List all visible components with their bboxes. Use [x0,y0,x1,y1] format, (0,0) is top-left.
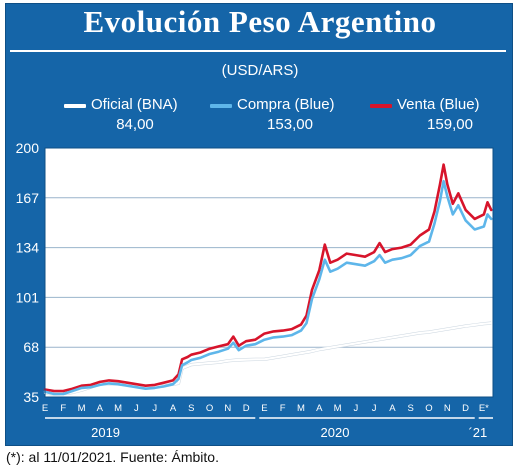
legend-swatch-compra [210,104,232,108]
y-tick-label-4: 167 [16,190,40,206]
y-tick-label-2: 101 [16,289,40,305]
series-line-1 [43,179,493,396]
plot-border [44,147,494,398]
legend-swatch-oficial [64,104,86,108]
x-month-label-21: O [425,403,432,414]
legend-value-compra: 153,00 [267,116,313,133]
year-label-2: ´21 [468,425,487,440]
x-month-label-23: D [462,403,469,414]
y-tick-label-0: 35 [23,389,39,405]
year-label-0: 2019 [91,425,120,440]
legend-value-oficial: 84,00 [116,116,154,133]
x-month-label-4: M [114,403,122,414]
x-month-label-24: E* [479,403,489,414]
x-month-label-8: S [188,403,194,414]
legend-label-venta: Venta (Blue) [397,96,480,113]
unit-label: (USD/ARS) [221,62,299,79]
x-month-label-14: M [297,403,305,414]
x-month-label-10: N [224,403,231,414]
series-line-2 [43,163,493,393]
footnote: (*): al 11/01/2021. Fuente: Ámbito. [6,449,219,465]
y-tick-label-1: 68 [23,339,39,355]
chart-title: Evolución Peso Argentino [83,4,437,39]
legend-swatch-venta [370,104,392,108]
x-month-label-3: A [97,403,104,414]
x-month-label-13: F [280,403,286,414]
year-label-1: 2020 [321,425,350,440]
x-month-label-9: O [206,403,213,414]
x-month-label-17: J [353,403,358,414]
legend-label-oficial: Oficial (BNA) [91,96,178,113]
y-tick-label-5: 200 [16,140,40,156]
legend-label-compra: Compra (Blue) [237,96,335,113]
x-month-label-5: J [134,403,139,414]
x-month-label-2: M [78,403,86,414]
x-month-label-16: M [334,403,342,414]
y-tick-label-3: 134 [16,240,40,256]
x-month-label-7: A [170,403,177,414]
x-month-label-6: J [152,403,157,414]
x-month-label-1: F [60,403,66,414]
title-divider [10,50,506,52]
x-month-label-15: A [316,403,323,414]
x-month-label-0: E [42,403,48,414]
legend-value-venta: 159,00 [427,116,473,133]
x-month-label-19: A [389,403,396,414]
x-month-label-12: E [261,403,267,414]
x-month-label-22: N [444,403,451,414]
plot-area [45,148,493,397]
x-month-label-18: J [372,403,377,414]
x-month-label-11: D [243,403,250,414]
x-month-label-20: S [408,403,414,414]
